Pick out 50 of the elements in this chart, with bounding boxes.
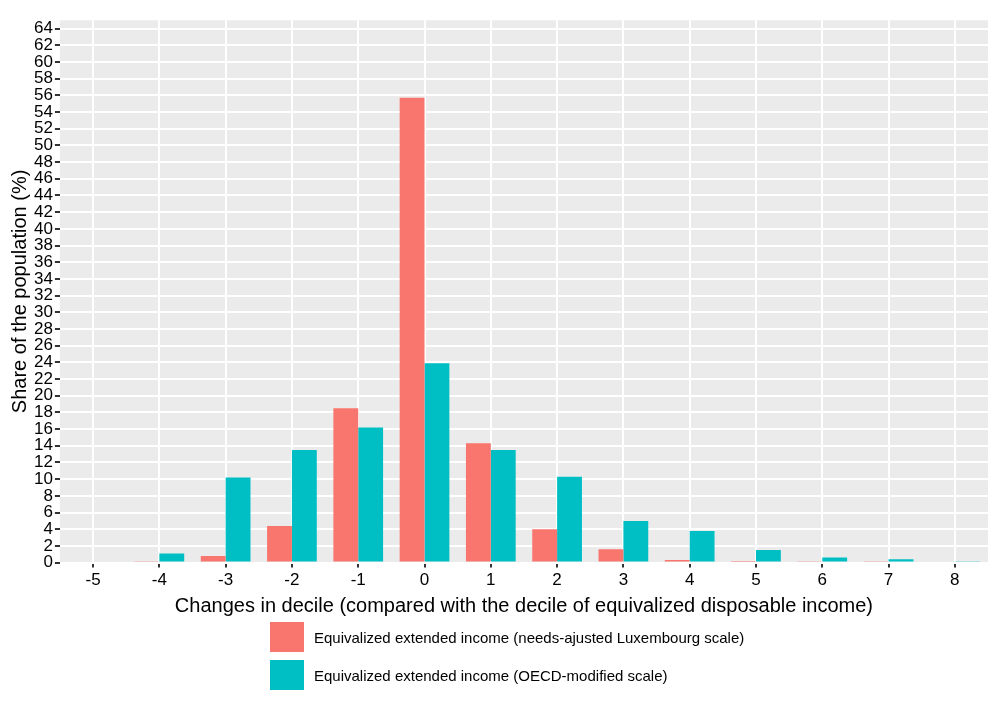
x-tick-label: -2 (284, 570, 300, 590)
y-axis-title: Share of the population (%) (7, 169, 30, 414)
y-tick-label: 0 (43, 552, 53, 572)
y-tick-label: 8 (43, 485, 53, 505)
bar (358, 427, 384, 562)
legend-label: Equivalized extended income (OECD-modified scale) (314, 666, 668, 684)
x-tick-label: 7 (883, 570, 894, 590)
bar (159, 553, 185, 562)
y-tick-label: 28 (33, 318, 53, 338)
y-tick-label: 40 (33, 218, 53, 238)
x-tick-label: 6 (817, 570, 827, 590)
y-tick-label: 26 (33, 335, 53, 355)
y-tick-label: 46 (33, 168, 53, 188)
x-tick-label: 5 (751, 570, 761, 590)
x-tick-label: 2 (552, 570, 562, 590)
bar (465, 443, 491, 562)
x-tick-label: 8 (950, 570, 960, 590)
bar (598, 549, 624, 562)
y-tick-label: 60 (33, 51, 53, 71)
x-tick-label: -5 (85, 570, 101, 590)
x-tick-label: 4 (684, 570, 695, 590)
bar (689, 530, 715, 562)
y-tick-label: 2 (43, 535, 53, 555)
x-tick-label: 3 (618, 570, 629, 590)
bar (225, 477, 251, 562)
bar (888, 559, 914, 562)
bar (200, 555, 226, 562)
x-tick-label: -1 (350, 570, 366, 590)
bar (267, 525, 292, 562)
y-tick-label: 14 (33, 435, 53, 455)
x-tick-label: -4 (151, 570, 167, 590)
x-tick-label: 1 (486, 570, 496, 590)
x-axis-title: Changes in decile (compared with the decile of equivalized disposable income) (174, 593, 874, 616)
x-tick-label: -3 (218, 570, 234, 590)
bar (424, 363, 450, 562)
y-tick-label: 34 (33, 268, 53, 288)
bar (333, 408, 359, 562)
y-tick-label: 20 (33, 385, 53, 405)
bar (822, 557, 848, 562)
bar (490, 449, 516, 562)
y-tick-label: 54 (33, 101, 53, 121)
legend-label: Equivalized extended income (needs-ajusted Luxembourg scale) (314, 628, 745, 646)
bar (755, 550, 781, 562)
bar (532, 529, 558, 562)
bar (623, 520, 649, 562)
x-tick-label: 0 (419, 570, 430, 590)
bar (399, 97, 425, 562)
bar (291, 449, 317, 562)
y-tick-label: 52 (33, 118, 53, 138)
bar (557, 476, 582, 562)
